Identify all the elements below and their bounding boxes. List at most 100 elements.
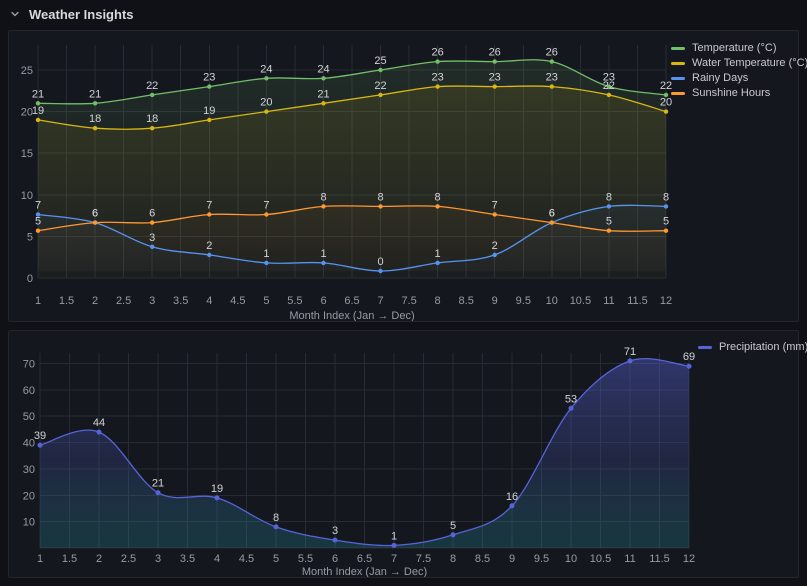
svg-text:5.5: 5.5	[298, 553, 313, 565]
svg-text:11.5: 11.5	[649, 553, 670, 565]
svg-text:2: 2	[96, 553, 102, 565]
svg-text:8: 8	[450, 553, 456, 565]
legend-item-precipitation[interactable]: Precipitation (mm)	[698, 340, 807, 354]
svg-text:7: 7	[391, 553, 397, 565]
svg-text:3: 3	[149, 295, 155, 307]
legend-label: Water Temperature (°C)	[692, 57, 807, 69]
svg-text:30: 30	[23, 464, 35, 476]
svg-text:6: 6	[149, 208, 155, 220]
legend-line-icon	[698, 345, 712, 349]
legend-label: Rainy Days	[692, 72, 749, 84]
svg-text:20: 20	[21, 107, 33, 119]
svg-text:21: 21	[32, 88, 44, 100]
svg-text:9: 9	[509, 553, 515, 565]
svg-text:18: 18	[146, 113, 158, 125]
svg-text:11.5: 11.5	[627, 295, 648, 307]
area-chart-legend: Precipitation (mm)	[698, 340, 807, 354]
svg-text:18: 18	[89, 113, 101, 125]
svg-text:21: 21	[317, 88, 329, 100]
legend-label: Precipitation (mm)	[719, 341, 807, 353]
legend-item-sunshine-hours[interactable]: Sunshine Hours	[671, 86, 807, 100]
svg-text:39: 39	[34, 430, 46, 442]
legend-item-water-temperature[interactable]: Water Temperature (°C)	[671, 56, 807, 70]
svg-text:4: 4	[214, 553, 220, 565]
svg-text:1.5: 1.5	[62, 553, 77, 565]
svg-text:3: 3	[332, 525, 338, 537]
svg-text:0: 0	[377, 256, 383, 268]
legend-line-icon	[671, 91, 685, 95]
svg-text:2: 2	[206, 240, 212, 252]
svg-text:1: 1	[35, 295, 41, 307]
svg-text:26: 26	[489, 47, 501, 59]
line-chart-legend: Temperature (°C) Water Temperature (°C) …	[671, 41, 807, 100]
svg-text:2.5: 2.5	[116, 295, 131, 307]
svg-text:19: 19	[32, 105, 44, 117]
svg-text:8: 8	[663, 191, 669, 203]
svg-text:11: 11	[624, 553, 635, 565]
svg-text:20: 20	[23, 490, 35, 502]
svg-text:9.5: 9.5	[534, 553, 549, 565]
legend-line-icon	[671, 61, 685, 65]
svg-text:7.5: 7.5	[401, 295, 416, 307]
svg-text:26: 26	[546, 47, 558, 59]
svg-text:6: 6	[332, 553, 338, 565]
svg-text:69: 69	[683, 351, 695, 363]
svg-text:22: 22	[374, 80, 386, 92]
svg-text:3: 3	[155, 553, 161, 565]
svg-text:12: 12	[683, 553, 695, 565]
svg-text:10: 10	[21, 190, 33, 202]
svg-text:6.5: 6.5	[357, 553, 372, 565]
svg-text:24: 24	[317, 63, 329, 75]
svg-text:2: 2	[92, 295, 98, 307]
legend-line-icon	[671, 76, 685, 80]
svg-text:8: 8	[606, 191, 612, 203]
legend-item-rainy-days[interactable]: Rainy Days	[671, 71, 807, 85]
svg-text:5: 5	[273, 553, 279, 565]
svg-text:25: 25	[21, 65, 33, 77]
row-title: Weather Insights	[29, 6, 134, 22]
svg-text:23: 23	[489, 72, 501, 84]
svg-text:11: 11	[603, 295, 614, 307]
svg-text:3.5: 3.5	[180, 553, 195, 565]
svg-text:50: 50	[23, 411, 35, 423]
svg-text:44: 44	[93, 417, 105, 429]
svg-text:5: 5	[663, 216, 669, 228]
svg-text:20: 20	[660, 97, 672, 109]
svg-text:21: 21	[89, 88, 101, 100]
svg-text:53: 53	[565, 393, 577, 405]
panel-weather-lines: 0 5 10 15 20 25 1 1.5 2 2.5 3 3.5 4 4.5 5 5.5 6 6.5 7 7.5 8 8…	[8, 30, 807, 322]
svg-text:5.5: 5.5	[287, 295, 302, 307]
svg-text:8.5: 8.5	[475, 553, 490, 565]
svg-text:6: 6	[549, 208, 555, 220]
svg-text:6.5: 6.5	[344, 295, 359, 307]
svg-text:4.5: 4.5	[230, 295, 245, 307]
svg-text:8: 8	[377, 191, 383, 203]
svg-text:1: 1	[37, 553, 43, 565]
svg-text:1: 1	[320, 248, 326, 260]
svg-text:23: 23	[603, 72, 615, 84]
svg-text:25: 25	[374, 55, 386, 67]
svg-text:70: 70	[23, 359, 35, 371]
chevron-down-icon	[10, 9, 20, 19]
svg-text:1: 1	[435, 248, 441, 260]
svg-text:2.5: 2.5	[121, 553, 136, 565]
svg-text:5: 5	[35, 216, 41, 228]
svg-text:8: 8	[435, 191, 441, 203]
svg-text:10: 10	[23, 517, 35, 529]
svg-text:9: 9	[492, 295, 498, 307]
svg-text:4: 4	[206, 295, 212, 307]
svg-text:1.5: 1.5	[59, 295, 74, 307]
svg-text:5: 5	[263, 295, 269, 307]
row-header-weather-insights[interactable]: Weather Insights	[10, 0, 134, 28]
legend-line-icon	[671, 46, 685, 50]
svg-text:16: 16	[506, 491, 518, 503]
svg-text:3.5: 3.5	[173, 295, 188, 307]
svg-text:22: 22	[660, 80, 672, 92]
svg-text:23: 23	[546, 72, 558, 84]
legend-item-temperature[interactable]: Temperature (°C)	[671, 41, 807, 55]
svg-text:22: 22	[146, 80, 158, 92]
svg-text:40: 40	[23, 438, 35, 450]
legend-label: Temperature (°C)	[692, 42, 777, 54]
